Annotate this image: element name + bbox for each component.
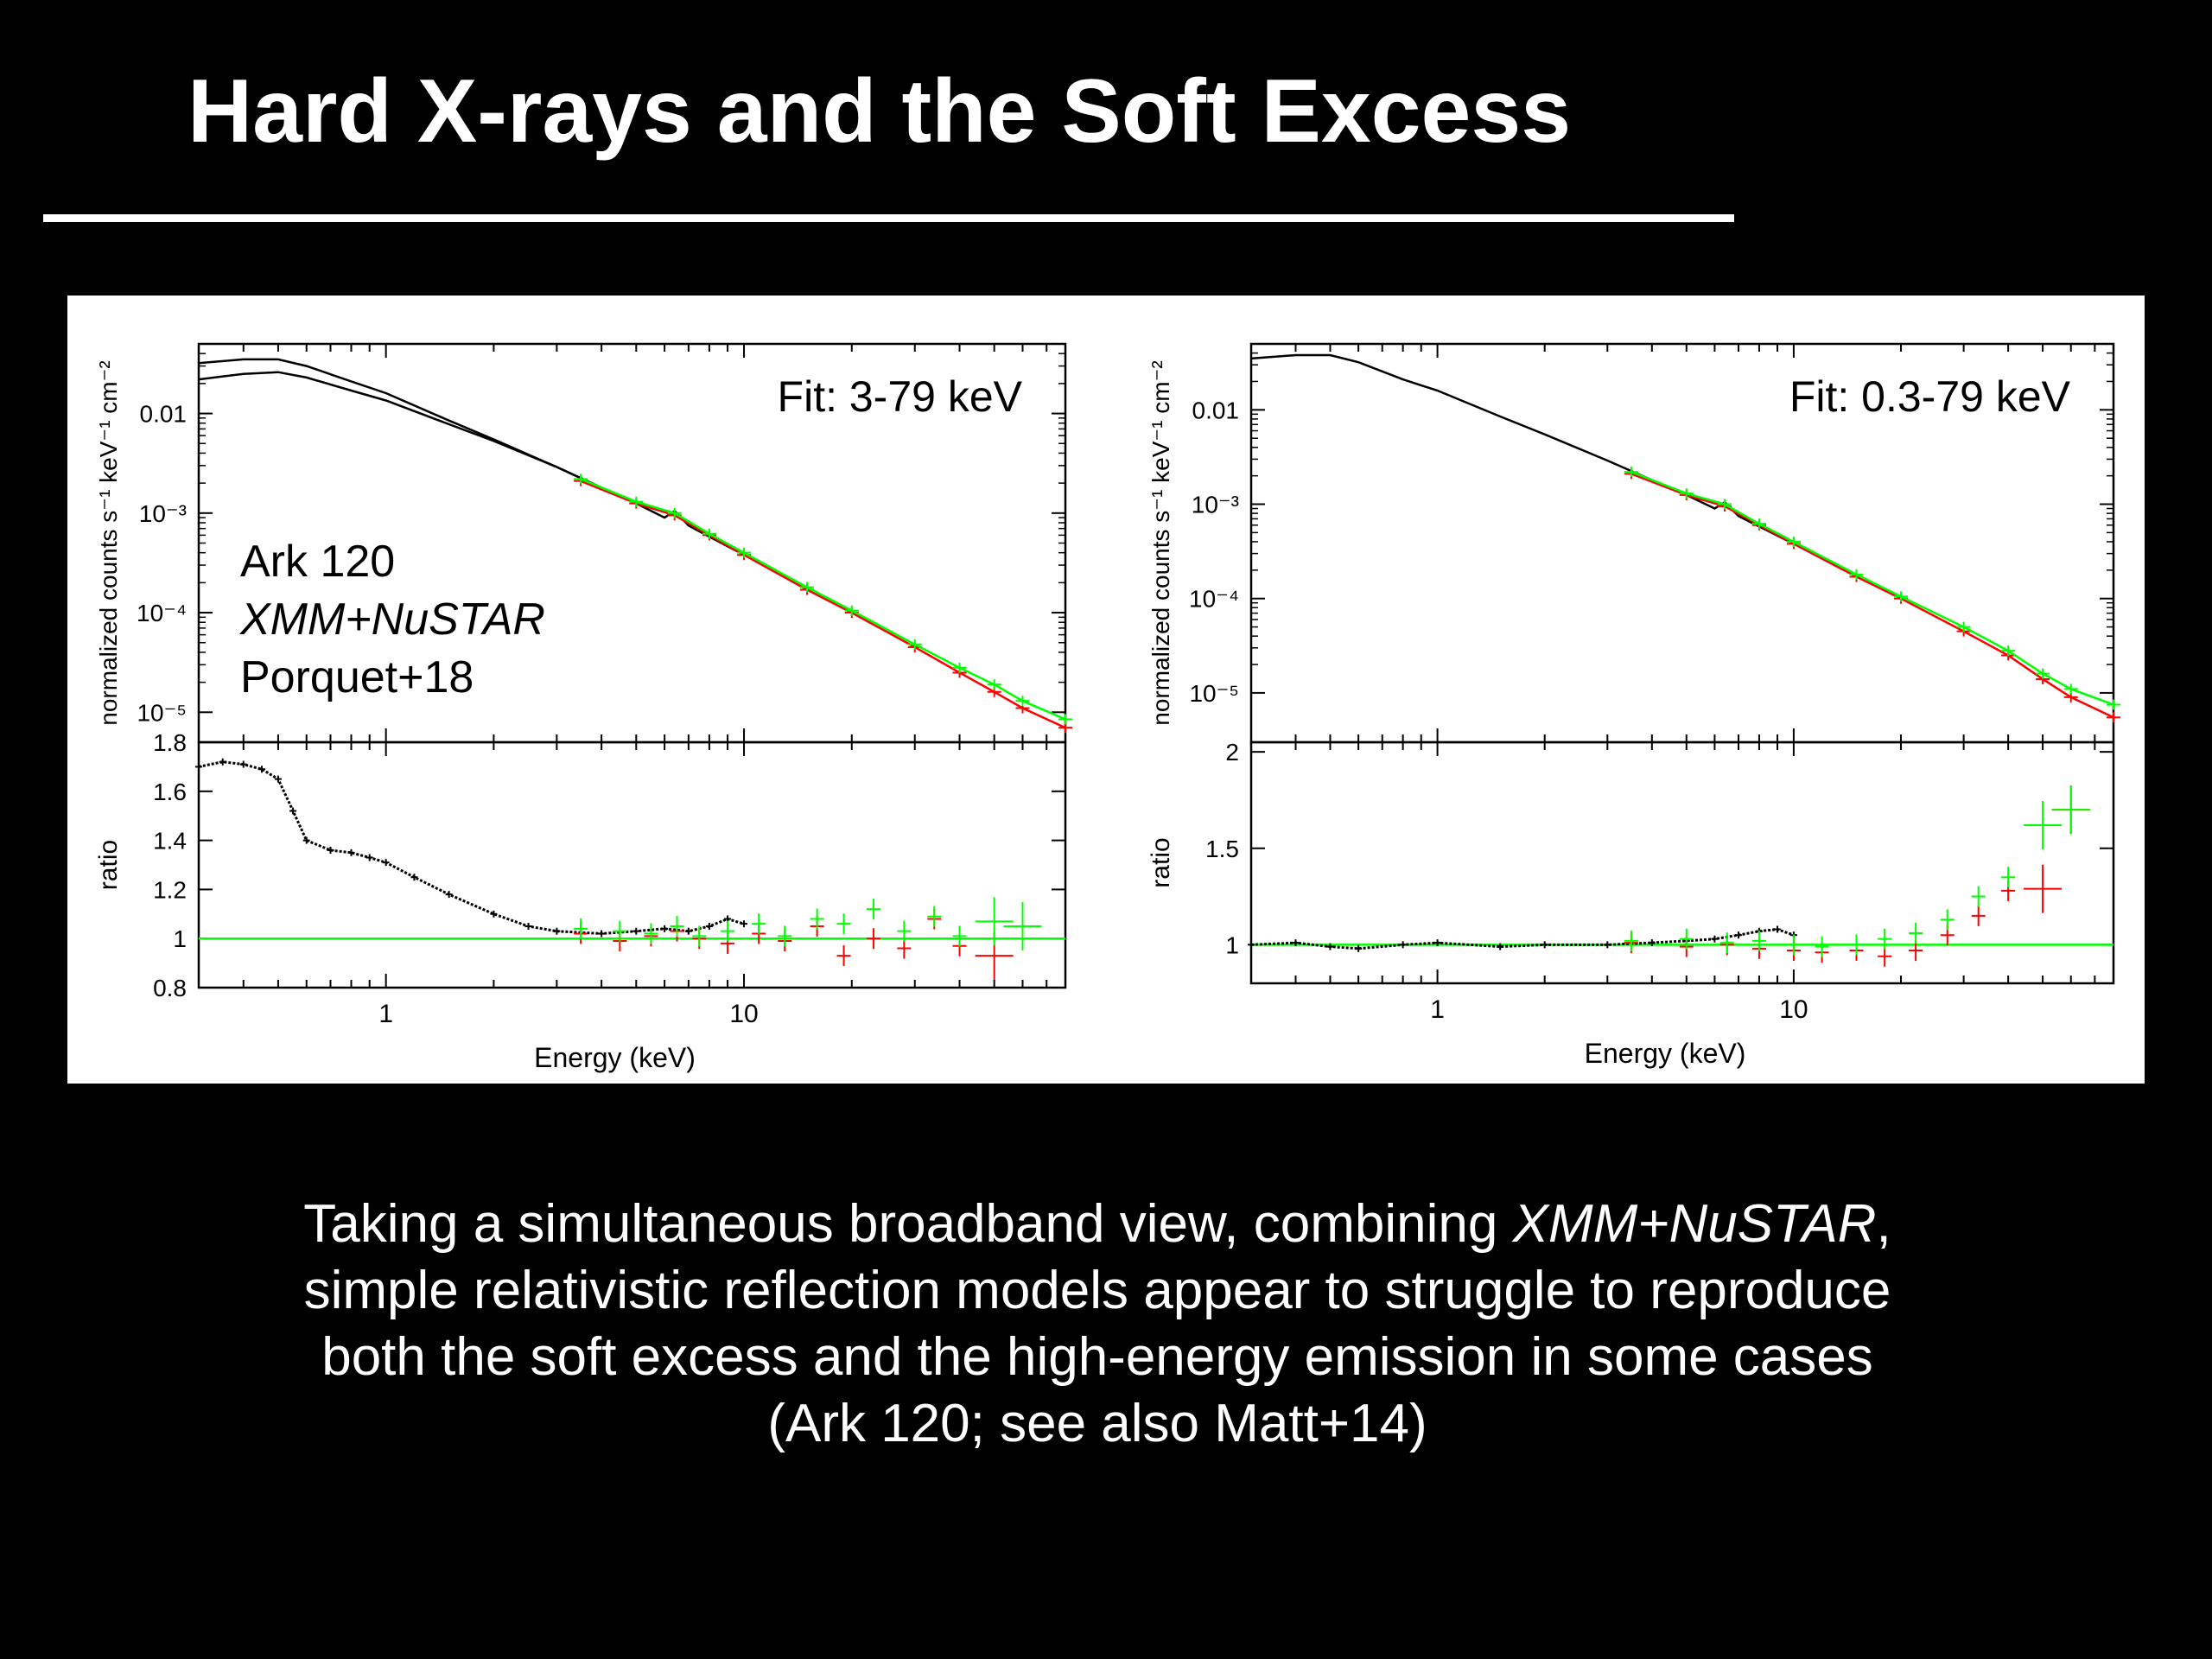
left-spectrum-y-tick-label: 0.01 xyxy=(140,401,188,428)
left-ratio-y-tick-label: 1.2 xyxy=(153,876,187,903)
right-ratio-y-tick-label: 1 xyxy=(1225,931,1239,958)
right-x-tick-label: 10 xyxy=(1779,995,1808,1024)
caption-line-1: Taking a simultaneous broadband view, co… xyxy=(207,1191,1987,1257)
left-spectrum-xmm-data-line xyxy=(198,358,745,556)
caption-mission-name: XMM+NuSTAR xyxy=(1512,1194,1877,1254)
spectral-fit-figure: 1 10 Energy (keV) 0.01 10⁻³ 10⁻⁴ 10⁻⁵ normalize… xyxy=(67,296,2145,1084)
right-spectrum-y-axis-label: normalized counts s⁻¹ keV⁻¹ cm⁻² xyxy=(1147,360,1174,725)
right-spectrum-y-tick-label: 10⁻⁴ xyxy=(1189,586,1239,613)
right-spectrum-xmm-data-line xyxy=(1250,353,1795,545)
left-spectrum-y-axis-label: normalized counts s⁻¹ keV⁻¹ cm⁻² xyxy=(95,360,122,725)
left-source-label-line: Porquet+18 xyxy=(240,652,474,702)
slide-caption: Taking a simultaneous broadband view, co… xyxy=(207,1191,1987,1457)
right-ratio-xmm-line xyxy=(1250,927,1795,950)
right-x-axis-label: Energy (keV) xyxy=(1585,1038,1746,1069)
right-ratio-y-tick-label: 1.5 xyxy=(1205,836,1239,862)
left-spectrum-y-tick-label: 10⁻⁴ xyxy=(137,600,187,626)
left-ratio-y-tick-label: 0.8 xyxy=(153,975,187,1001)
left-ratio-frame xyxy=(197,741,1067,989)
right-ratio-y-axis-label: ratio xyxy=(1147,837,1175,887)
right-x-tick-label: 1 xyxy=(1430,995,1445,1024)
right-spectrum-y-tick-label: 0.01 xyxy=(1192,397,1240,423)
caption-line-4: (Ark 120; see also Matt+14) xyxy=(767,1394,1427,1453)
left-chart: 1 10 Energy (keV) 0.01 10⁻³ 10⁻⁴ 10⁻⁵ normalize… xyxy=(94,342,1072,1073)
left-ratio-y-axis-label: ratio xyxy=(94,840,123,890)
caption-line-1-start: Taking a simultaneous broadband view, co… xyxy=(303,1194,1513,1254)
left-source-label-line: XMM+NuSTAR xyxy=(239,594,545,645)
title-underline xyxy=(43,214,1734,222)
caption-line-1-end: , xyxy=(1876,1194,1891,1254)
slide-title: Hard X-rays and the Soft Excess xyxy=(188,61,1572,162)
right-ratio-y-tick-label: 2 xyxy=(1225,739,1239,766)
left-ratio-y-tick-label: 1 xyxy=(173,925,187,952)
left-spectrum-y-tick-label: 10⁻⁵ xyxy=(137,699,187,726)
left-fit-range-annotation: Fit: 3-79 keV xyxy=(778,372,1023,421)
left-x-tick-label: 10 xyxy=(729,1000,758,1028)
left-x-tick-label: 1 xyxy=(378,1000,393,1028)
left-x-axis-label: Energy (keV) xyxy=(534,1042,696,1073)
spectral-fit-plots: 1 10 Energy (keV) 0.01 10⁻³ 10⁻⁴ 10⁻⁵ normalize… xyxy=(94,342,2120,1073)
left-ratio-y-tick-label: 1.8 xyxy=(153,729,187,756)
right-chart: 1 10 Energy (keV) 0.01 10⁻³ 10⁻⁴ 10⁻⁵ normalize… xyxy=(1147,342,2120,1069)
left-source-label-line: Ark 120 xyxy=(240,537,395,587)
right-spectrum-y-tick-label: 10⁻³ xyxy=(1192,492,1239,518)
right-spectrum-nustar-fpma-line xyxy=(1630,473,2114,719)
right-spectrum-nustar-fpmb-line xyxy=(1630,470,2114,706)
left-spectrum-nustar-fpmb-line xyxy=(580,478,1066,721)
left-ratio-y-tick-label: 1.4 xyxy=(153,828,187,855)
right-fit-range-annotation: Fit: 0.3-79 keV xyxy=(1789,372,2071,421)
left-spectrum-nustar-fpma-line xyxy=(580,480,1066,729)
caption-line-2: simple relativistic reflection models ap… xyxy=(303,1261,1891,1320)
left-spectrum-xmm-model-line xyxy=(198,371,602,489)
right-spectrum-y-tick-label: 10⁻⁵ xyxy=(1189,680,1239,707)
left-ratio-y-tick-label: 1.6 xyxy=(153,779,187,805)
left-ratio-xmm-line xyxy=(198,760,745,936)
right-ratio-frame xyxy=(1249,741,2115,985)
left-spectrum-y-tick-label: 10⁻³ xyxy=(139,500,187,527)
caption-line-3: both the soft excess and the high-energy… xyxy=(321,1327,1873,1387)
